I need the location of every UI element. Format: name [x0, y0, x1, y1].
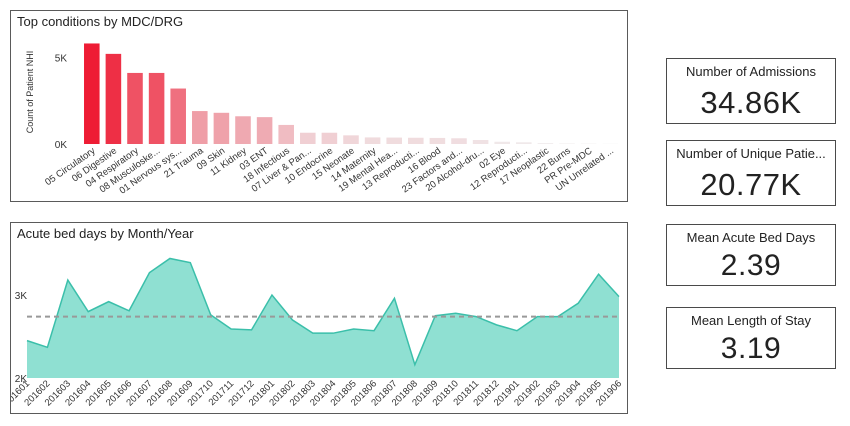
- bar[interactable]: [300, 132, 316, 144]
- area-chart-panel[interactable]: Acute bed days by Month/Year 2K 3K 201601 2…: [10, 222, 628, 414]
- kpi-value: 34.86K: [700, 85, 802, 120]
- kpi-value: 20.77K: [700, 167, 802, 202]
- bar[interactable]: [148, 72, 165, 144]
- bar[interactable]: [386, 137, 402, 144]
- area-chart: 2K3K201601201602201603201604201605201606…: [11, 257, 624, 409]
- series-line[interactable]: [26, 257, 620, 367]
- kpi-card-admissions[interactable]: Number of Admissions 34.86K: [666, 58, 836, 124]
- kpi-value: 3.19: [720, 332, 782, 365]
- bar[interactable]: [213, 112, 230, 144]
- kpi-label: Number of Unique Patie...: [676, 146, 826, 161]
- bar[interactable]: [516, 142, 532, 144]
- kpi-label: Mean Acute Bed Days: [686, 230, 816, 245]
- kpi-value: 2.39: [720, 249, 782, 282]
- bar[interactable]: [429, 137, 446, 144]
- bar[interactable]: [235, 116, 251, 144]
- bar[interactable]: [559, 143, 575, 144]
- bar[interactable]: [364, 137, 381, 144]
- bar[interactable]: [343, 135, 359, 144]
- y-tick-label: 0K: [55, 140, 68, 151]
- bar[interactable]: [408, 137, 424, 144]
- kpi-card-mean-acute-bed-days[interactable]: Mean Acute Bed Days 2.39: [666, 224, 836, 286]
- y-axis-label: Count of Patient NHI: [25, 51, 35, 134]
- bar[interactable]: [472, 140, 489, 144]
- bar[interactable]: [494, 141, 510, 144]
- bar[interactable]: [278, 124, 294, 144]
- bar[interactable]: [170, 88, 186, 144]
- bar-chart-title: Top conditions by MDC/DRG: [17, 14, 184, 29]
- kpi-label: Number of Admissions: [685, 64, 817, 79]
- area-fill: [27, 258, 619, 378]
- bar[interactable]: [451, 138, 467, 144]
- bar[interactable]: [256, 117, 273, 144]
- y-tick-label: 3K: [15, 291, 28, 302]
- bar-chart-panel[interactable]: Top conditions by MDC/DRG Count of Patie…: [10, 10, 628, 202]
- bar[interactable]: [84, 43, 100, 144]
- area-chart-title: Acute bed days by Month/Year: [17, 226, 194, 241]
- bar[interactable]: [321, 132, 338, 144]
- kpi-card-mean-length-of-stay[interactable]: Mean Length of Stay 3.19: [666, 307, 836, 369]
- kpi-label: Mean Length of Stay: [691, 313, 811, 328]
- bar[interactable]: [127, 72, 143, 144]
- kpi-card-unique-patients[interactable]: Number of Unique Patie... 20.77K: [666, 140, 836, 206]
- y-tick-label: 2K: [15, 374, 28, 385]
- bar[interactable]: [105, 53, 122, 144]
- bar[interactable]: [192, 111, 208, 144]
- bar[interactable]: [537, 143, 554, 144]
- y-tick-label: 5K: [55, 53, 68, 64]
